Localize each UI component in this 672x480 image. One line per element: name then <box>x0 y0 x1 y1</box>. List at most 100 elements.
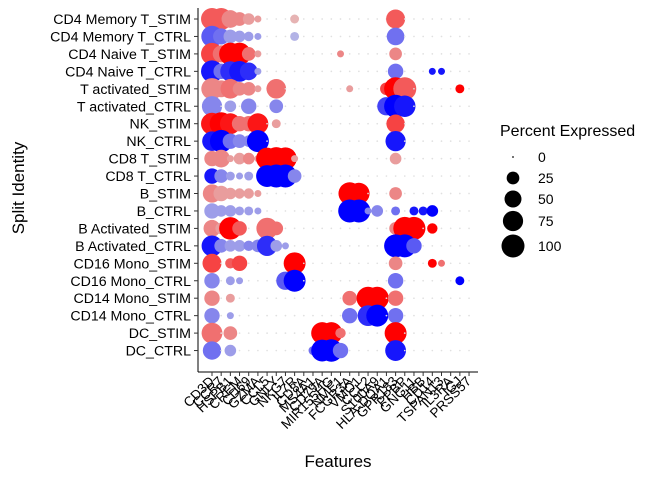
data-point <box>266 78 287 99</box>
y-tick-label: CD4 Naive T_STIM <box>68 47 191 63</box>
data-point <box>244 206 254 216</box>
data-point <box>348 175 351 177</box>
data-point <box>459 227 461 230</box>
data-point <box>335 327 346 339</box>
data-point <box>449 35 452 38</box>
data-point <box>449 297 452 300</box>
data-point <box>348 53 351 55</box>
data-point <box>348 122 351 125</box>
data-point <box>293 314 296 317</box>
data-point <box>391 206 401 216</box>
data-point <box>358 87 360 90</box>
data-point <box>266 70 268 73</box>
y-tick-label: CD8 T_CTRL <box>105 169 191 185</box>
data-point <box>413 297 415 300</box>
data-point <box>358 70 360 73</box>
data-point <box>204 290 220 306</box>
data-point <box>348 349 351 352</box>
data-point <box>247 262 250 265</box>
data-point <box>348 227 351 230</box>
data-point <box>202 253 222 273</box>
data-point <box>413 175 415 177</box>
data-point <box>459 349 461 352</box>
data-point <box>440 87 443 90</box>
data-point <box>413 70 415 73</box>
data-point <box>418 206 428 216</box>
data-point <box>403 349 406 352</box>
data-point <box>312 87 314 90</box>
data-point <box>422 53 424 55</box>
data-point <box>312 245 314 247</box>
data-point <box>302 175 305 177</box>
data-point <box>449 279 452 282</box>
data-point <box>431 53 434 55</box>
data-point <box>312 70 314 73</box>
data-point <box>449 53 452 55</box>
data-point <box>422 262 424 265</box>
data-point <box>339 297 342 300</box>
y-tick-label: CD16 Mono_CTRL <box>70 274 191 290</box>
data-point <box>468 35 470 38</box>
data-point <box>358 227 360 230</box>
data-point <box>431 122 434 125</box>
data-point <box>243 31 254 42</box>
data-point <box>422 227 424 230</box>
data-point <box>449 349 452 352</box>
data-point <box>293 245 296 247</box>
data-point <box>342 290 357 306</box>
data-point <box>431 87 434 90</box>
data-point <box>422 87 424 90</box>
data-point <box>293 140 296 142</box>
data-point <box>427 258 437 268</box>
data-point <box>236 172 244 180</box>
data-point <box>431 35 434 38</box>
data-point <box>413 262 415 265</box>
data-point <box>431 314 434 317</box>
data-point <box>330 297 333 300</box>
y-tick-label: CD4 Memory T_STIM <box>53 12 191 28</box>
data-point <box>321 192 324 195</box>
y-tick-label: B Activated_CTRL <box>75 239 191 255</box>
data-point <box>284 314 287 317</box>
data-point <box>321 175 324 177</box>
data-point <box>293 349 296 352</box>
data-point <box>413 18 415 20</box>
data-point <box>302 349 305 352</box>
data-point <box>431 279 434 282</box>
data-point <box>440 105 443 108</box>
data-point <box>204 273 220 289</box>
data-point <box>348 279 351 282</box>
legend-label: 75 <box>538 213 554 229</box>
data-point <box>257 297 259 300</box>
data-point <box>468 192 470 195</box>
data-point <box>376 140 379 142</box>
data-point <box>449 157 452 160</box>
data-point <box>459 122 461 125</box>
data-point <box>339 245 342 247</box>
data-point <box>393 77 417 101</box>
data-point <box>243 188 254 199</box>
data-point <box>440 227 443 230</box>
data-point <box>225 171 235 181</box>
data-point <box>376 227 379 230</box>
data-point <box>376 175 379 177</box>
data-point <box>203 219 221 237</box>
data-point <box>376 157 379 160</box>
y-tick-label: CD14 Mono_CTRL <box>70 309 191 325</box>
data-point <box>302 18 305 20</box>
data-point <box>224 344 237 357</box>
data-point <box>236 277 244 285</box>
data-point <box>385 262 388 265</box>
data-point <box>348 105 351 108</box>
data-point <box>367 140 369 142</box>
data-point <box>321 122 324 125</box>
data-point <box>449 140 452 142</box>
data-point <box>367 227 369 230</box>
data-point <box>220 279 223 282</box>
data-point <box>312 140 314 142</box>
data-point <box>312 227 314 230</box>
data-point <box>364 207 372 215</box>
y-tick-label: NK_CTRL <box>126 134 191 150</box>
data-point <box>409 206 419 216</box>
